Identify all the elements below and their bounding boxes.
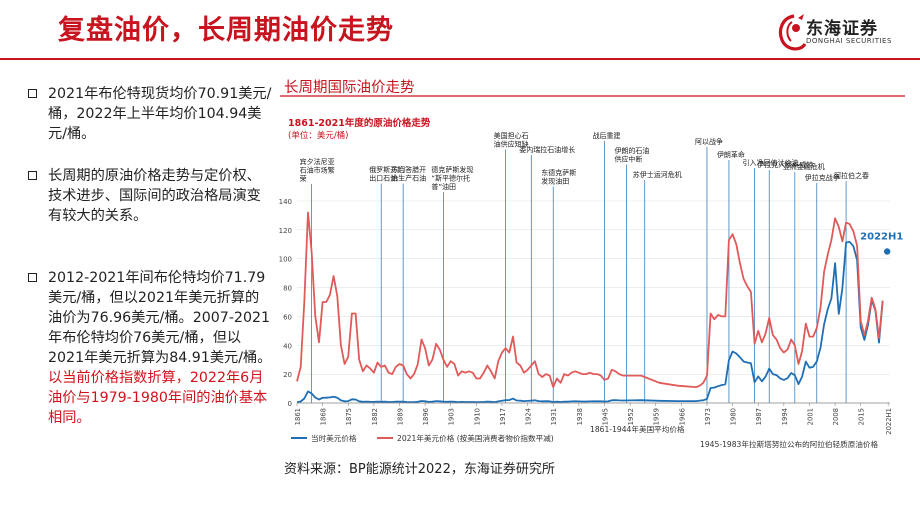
- x-tick-label: 1938: [576, 408, 584, 425]
- event-label: 俄罗斯开始出口石油: [369, 165, 404, 183]
- event-label: 苏门答腊开始生产石油: [391, 165, 426, 183]
- event-label: 战后重建: [592, 131, 620, 140]
- callout-label: 2022H1: [860, 232, 903, 243]
- x-tick-label: 1882: [371, 408, 379, 425]
- event-label: 东德克萨斯发现油田: [541, 168, 576, 186]
- x-tick-label: 1861: [294, 408, 302, 425]
- event-label: 宾夕法尼亚石油市场繁荣: [300, 157, 335, 183]
- chart-panel-title: 长周期国际油价走势: [284, 80, 415, 96]
- callout-dot: [883, 248, 891, 255]
- square-bullet-icon: [28, 273, 37, 282]
- bullet-text: 2012-2021年间布伦特均价71.79美元/桶，但以2021年美元折算的油价…: [48, 268, 273, 428]
- y-tick-label: 60: [283, 313, 292, 321]
- y-tick-label: 120: [279, 227, 292, 235]
- event-label: 伊朗革命: [717, 150, 745, 159]
- y-tick-label: 140: [279, 198, 292, 206]
- x-tick-label: 1966: [678, 408, 686, 425]
- x-tick-label: 1889: [396, 408, 404, 425]
- x-tick-label: 2008: [832, 408, 840, 425]
- x-tick-label: 1931: [550, 408, 558, 425]
- bullet-item: 长周期的原油价格走势与定价权、技术进步、国际间的政治格局演变有较大的关系。: [28, 166, 273, 226]
- chart-title: 1861-2021年度的原油价格走势: [288, 117, 431, 129]
- x-tick-label: 1868: [320, 408, 328, 425]
- x-tick-label: 1987: [755, 408, 763, 425]
- dragon-logo-icon: [778, 14, 807, 51]
- chart-note-left: 1861-1944年美国平均价格: [590, 424, 685, 434]
- event-label: 阿拉伯之春: [834, 171, 869, 180]
- event-label: 阿以战争: [695, 137, 723, 146]
- bullet-item: 2021年布伦特现货均价70.91美元/桶，2022年上半年均价104.94美元…: [28, 84, 273, 144]
- x-tick-label: 1875: [345, 408, 353, 425]
- event-label: 德克萨斯发现“斯平德尔托普”油田: [431, 165, 473, 191]
- legend-label-nominal: 当时美元价格: [311, 433, 357, 443]
- x-tick-label: 1959: [653, 408, 661, 425]
- square-bullet-icon: [28, 171, 37, 180]
- page-title: 复盘油价，长周期油价走势: [58, 15, 394, 46]
- series-line-real: [296, 211, 884, 389]
- event-label: 伊拉克战争: [805, 173, 840, 182]
- square-bullet-icon: [28, 89, 37, 98]
- event-label: 苏伊士运河危机: [633, 170, 682, 179]
- event-label: 委内瑞拉石油增长: [519, 145, 575, 154]
- y-tick-label: 20: [283, 371, 292, 379]
- bullet-text: 2021年布伦特现货均价70.91美元/桶，2022年上半年均价104.94美元…: [48, 86, 272, 142]
- legend-label-real: 2021年美元价格 (按美国消费者物价指数平减): [397, 433, 554, 443]
- x-tick-label: 1973: [704, 408, 712, 425]
- y-tick-label: 80: [283, 285, 292, 293]
- y-tick-label: 100: [279, 256, 292, 264]
- bullet-text: 长周期的原油价格走势与定价权、技术进步、国际间的政治格局演变有较大的关系。: [48, 168, 261, 224]
- series-line-nominal: [296, 240, 884, 404]
- event-label: 引入净回值计价法: [743, 158, 799, 167]
- bullet-highlight-text: 以当前价格指数折算，2022年6月油价与1979-1980年间的油价基本相同。: [48, 370, 268, 426]
- event-label: 伊朗的石油供应中断: [614, 146, 649, 164]
- y-tick-label: 40: [283, 342, 292, 350]
- source-note: 资料来源：BP能源统计2022，东海证券研究所: [284, 462, 555, 477]
- x-tick-label: 1952: [627, 408, 635, 425]
- event-label: 美国担心石油供应短缺: [494, 131, 529, 149]
- x-tick-label: 1994: [781, 408, 789, 425]
- x-tick-label: 1917: [499, 408, 507, 425]
- header-divider: [0, 58, 920, 60]
- x-tick-label: 1924: [525, 408, 533, 425]
- x-tick-label: 1945: [601, 408, 609, 425]
- logo-english-name: DONGHAI SECURITIES: [806, 37, 892, 45]
- event-label: 亚洲金融危机: [783, 162, 825, 171]
- x-tick-label: 1910: [473, 408, 481, 425]
- event-label: 伊拉克入侵科威特: [757, 160, 813, 169]
- chart-unit: (单位：美元/桶): [288, 130, 349, 141]
- logo-chinese-name: 东海证券: [806, 19, 878, 39]
- bullet-item: 2012-2021年间布伦特均价71.79美元/桶，但以2021年美元折算的油价…: [28, 268, 273, 428]
- chart-note-right: 1945-1983年拉斯塔努拉公布的阿拉伯轻质原油价格: [700, 439, 878, 449]
- x-tick-label: 1896: [422, 408, 430, 425]
- x-tick-label: 1980: [730, 408, 738, 425]
- x-tick-label: 1903: [448, 408, 456, 425]
- x-tick-label: 2001: [806, 408, 814, 425]
- y-tick-label: 0: [288, 400, 292, 408]
- bullet-normal-text: 2012-2021年间布伦特均价71.79美元/桶，但以2021年美元折算的油价…: [48, 270, 272, 366]
- x-tick-label: 2022H1: [885, 408, 893, 435]
- x-tick-label: 2015: [858, 408, 866, 425]
